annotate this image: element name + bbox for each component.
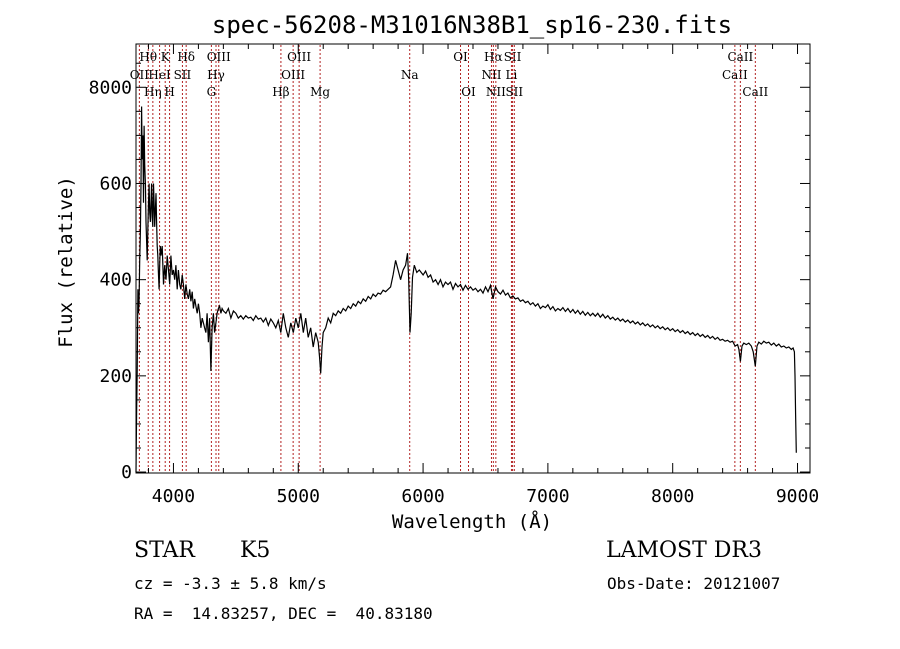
axis-ticks: 4000 5000 6000 7000 8000 9000 0 200 400 600 8000	[89, 44, 819, 507]
line-marker-label: Hη	[144, 85, 162, 99]
line-marker-label: Hβ	[272, 85, 289, 99]
line-marker-label: Li	[506, 68, 518, 82]
line-marker-label: H	[164, 85, 174, 99]
line-marker-label: G	[207, 85, 217, 99]
object-class: STAR	[134, 538, 195, 563]
line-marker-label: NII	[486, 85, 506, 99]
line-marker-label: OIII	[287, 50, 311, 64]
line-marker-label: OII	[130, 68, 150, 82]
line-marker-label: CaII	[742, 85, 768, 99]
tick-label: 7000	[526, 486, 569, 507]
y-axis-label: Flux (relative)	[55, 176, 77, 348]
coordinates-text: RA = 14.83257, DEC = 40.83180	[134, 604, 433, 623]
line-marker-label: CaII	[727, 50, 753, 64]
line-marker-label: K	[161, 50, 171, 64]
line-marker-label: CaII	[722, 68, 748, 82]
line-marker-label: Na	[401, 68, 419, 82]
tick-label: 9000	[776, 486, 819, 507]
line-marker-label: OIII	[207, 50, 231, 64]
x-axis-label: Wavelength (Å)	[392, 510, 552, 533]
tick-label: 8000	[651, 486, 694, 507]
line-marker-label: OIII	[281, 68, 305, 82]
tick-label: 600	[99, 173, 132, 194]
line-marker-label: SII	[505, 85, 523, 99]
chart-title: spec-56208-M31016N38B1_sp16-230.fits	[212, 11, 732, 39]
tick-label: 5000	[277, 486, 320, 507]
line-marker-label: Hγ	[207, 68, 225, 82]
tick-label: 4000	[152, 486, 195, 507]
spectral-line-markers: HθOIIHηHeIKHSIIHδGHγOIIIHβOIIIOIIIMgNaOI…	[130, 45, 768, 472]
spectrum-line	[135, 106, 797, 473]
tick-label: 400	[99, 270, 132, 291]
line-marker-label: OI	[461, 85, 476, 99]
line-marker-label: Mg	[310, 85, 330, 99]
tick-label: 6000	[401, 486, 444, 507]
line-marker-label: Hδ	[177, 50, 195, 64]
line-marker-label: NII	[481, 68, 501, 82]
survey-name: LAMOST DR3	[606, 538, 762, 563]
line-marker-label: SII	[174, 68, 192, 82]
line-marker-label: OI	[453, 50, 468, 64]
obs-date-text: Obs-Date: 20121007	[607, 574, 781, 593]
plot-frame	[135, 43, 811, 474]
line-marker-label: Hα	[484, 50, 503, 64]
line-marker-label: SII	[504, 50, 522, 64]
redshift-text: cz = -3.3 ± 5.8 km/s	[134, 574, 327, 593]
object-subclass: K5	[240, 538, 271, 563]
tick-label: 8000	[89, 77, 132, 98]
tick-label: 200	[99, 366, 132, 387]
line-marker-label: HeI	[148, 68, 171, 82]
line-marker-label: Hθ	[139, 50, 157, 64]
tick-label: 0	[121, 462, 132, 483]
